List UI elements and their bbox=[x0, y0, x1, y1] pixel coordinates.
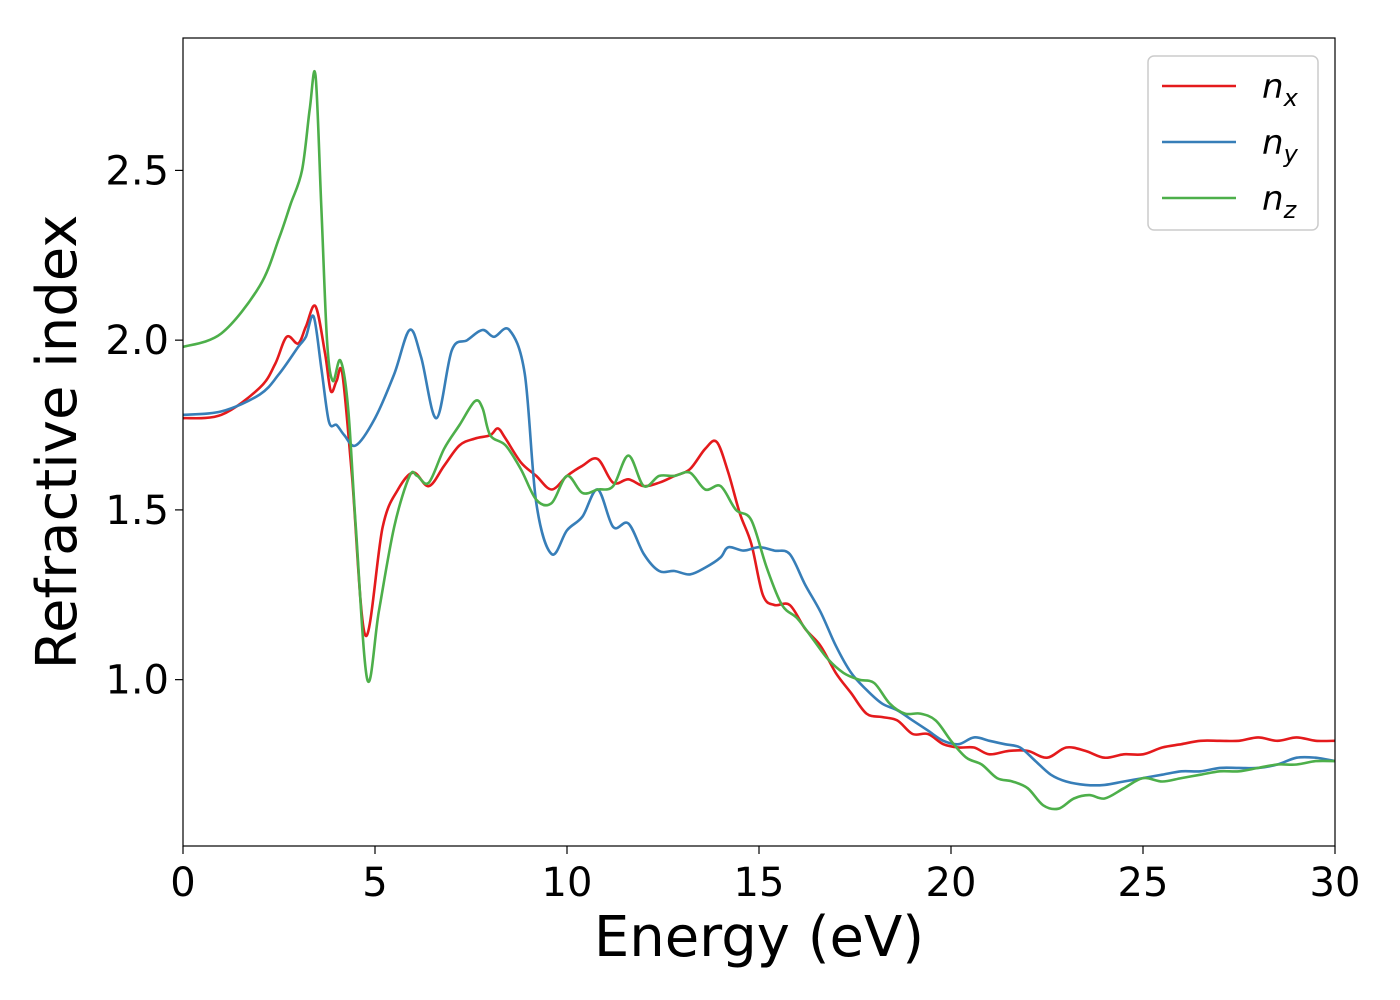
x-tick-label: 5 bbox=[362, 860, 387, 906]
y-axis-label: Refractive index bbox=[25, 215, 90, 670]
legend-label-nz: nz bbox=[1262, 179, 1298, 224]
series-line-nz bbox=[183, 70, 1335, 811]
x-tick-label: 20 bbox=[926, 860, 977, 906]
y-tick-label: 2.5 bbox=[105, 148, 169, 194]
y-tick-label: 1.5 bbox=[105, 488, 169, 534]
legend-label-nx: nx bbox=[1262, 67, 1299, 112]
y-axis-ticks: 1.0 1.5 2.0 2.5 bbox=[105, 148, 183, 704]
series-line-ny bbox=[183, 314, 1335, 787]
x-tick-label: 30 bbox=[1310, 860, 1361, 906]
y-tick-label: 2.0 bbox=[105, 318, 169, 364]
x-tick-label: 25 bbox=[1118, 860, 1169, 906]
legend: nx ny nz bbox=[1147, 55, 1319, 231]
x-axis-ticks: 0 5 10 15 20 25 30 bbox=[170, 846, 1360, 906]
plot-area bbox=[183, 70, 1335, 811]
x-tick-label: 0 bbox=[170, 860, 195, 906]
x-axis-label: Energy (eV) bbox=[594, 905, 924, 970]
x-tick-label: 15 bbox=[734, 860, 785, 906]
legend-label-ny: ny bbox=[1262, 123, 1299, 168]
y-tick-label: 1.0 bbox=[105, 658, 169, 704]
x-tick-label: 10 bbox=[542, 860, 593, 906]
